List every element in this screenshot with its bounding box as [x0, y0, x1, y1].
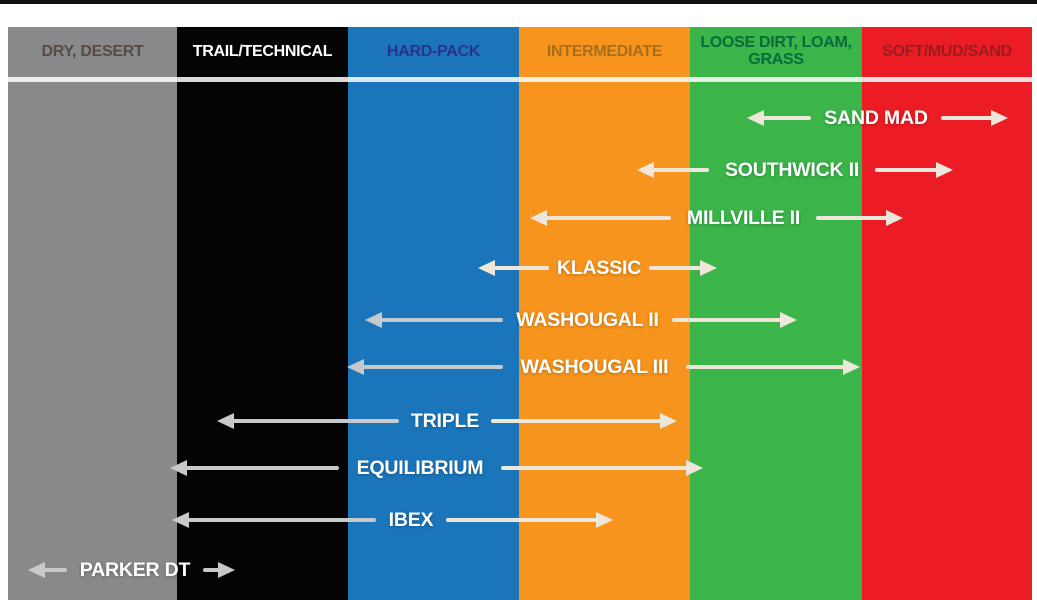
right-arrow-icon [203, 562, 235, 578]
top-edge-bar [0, 0, 1037, 4]
tire-name-label: IBEX [388, 508, 434, 531]
right-arrow-icon [875, 162, 953, 178]
column-intermediate: INTERMEDIATE [519, 27, 690, 600]
tire-name-label: KLASSIC [556, 256, 642, 279]
tire-name-label: EQUILIBRIUM [356, 456, 484, 479]
left-arrow-icon [28, 562, 67, 578]
left-arrow-icon [365, 312, 503, 328]
column-header-label: INTERMEDIATE [546, 42, 663, 60]
tire-name-label: SOUTHWICK II [724, 158, 860, 181]
right-arrow-icon [816, 210, 903, 226]
left-arrow-icon [170, 460, 339, 476]
column-loose-dirt-loam-grass: LOOSE DIRT, LOAM, GRASS [690, 27, 862, 600]
column-header-label: SOFT/MUD/SAND [882, 42, 1012, 60]
column-dry-desert: DRY, DESERT [8, 27, 177, 600]
right-arrow-icon [686, 359, 860, 375]
left-arrow-icon [478, 260, 549, 276]
left-arrow-icon [172, 512, 376, 528]
left-arrow-icon [747, 110, 811, 126]
right-arrow-icon [446, 512, 613, 528]
tire-name-label: WASHOUGAL III [520, 355, 669, 378]
tire-name-label: PARKER DT [79, 558, 191, 581]
right-arrow-icon [491, 413, 677, 429]
right-arrow-icon [672, 312, 797, 328]
column-header-label: HARD-PACK [387, 42, 480, 60]
column-header-label: DRY, DESERT [41, 42, 144, 60]
column-header-label: LOOSE DIRT, LOAM, GRASS [700, 34, 852, 68]
right-arrow-icon [649, 260, 717, 276]
left-arrow-icon [530, 210, 671, 226]
right-arrow-icon [941, 110, 1008, 126]
tire-name-label: MILLVILLE II [686, 206, 801, 229]
tire-name-label: SAND MAD [824, 106, 928, 129]
right-arrow-icon [501, 460, 703, 476]
column-header-label: TRAIL/TECHNICAL [192, 42, 333, 60]
column-trail-technical: TRAIL/TECHNICAL [177, 27, 348, 600]
left-arrow-icon [637, 162, 709, 178]
left-arrow-icon [217, 413, 399, 429]
left-arrow-icon [347, 359, 503, 375]
header-divider-line [8, 77, 1032, 82]
tire-name-label: TRIPLE [410, 409, 480, 432]
tire-name-label: WASHOUGAL II [516, 308, 659, 331]
